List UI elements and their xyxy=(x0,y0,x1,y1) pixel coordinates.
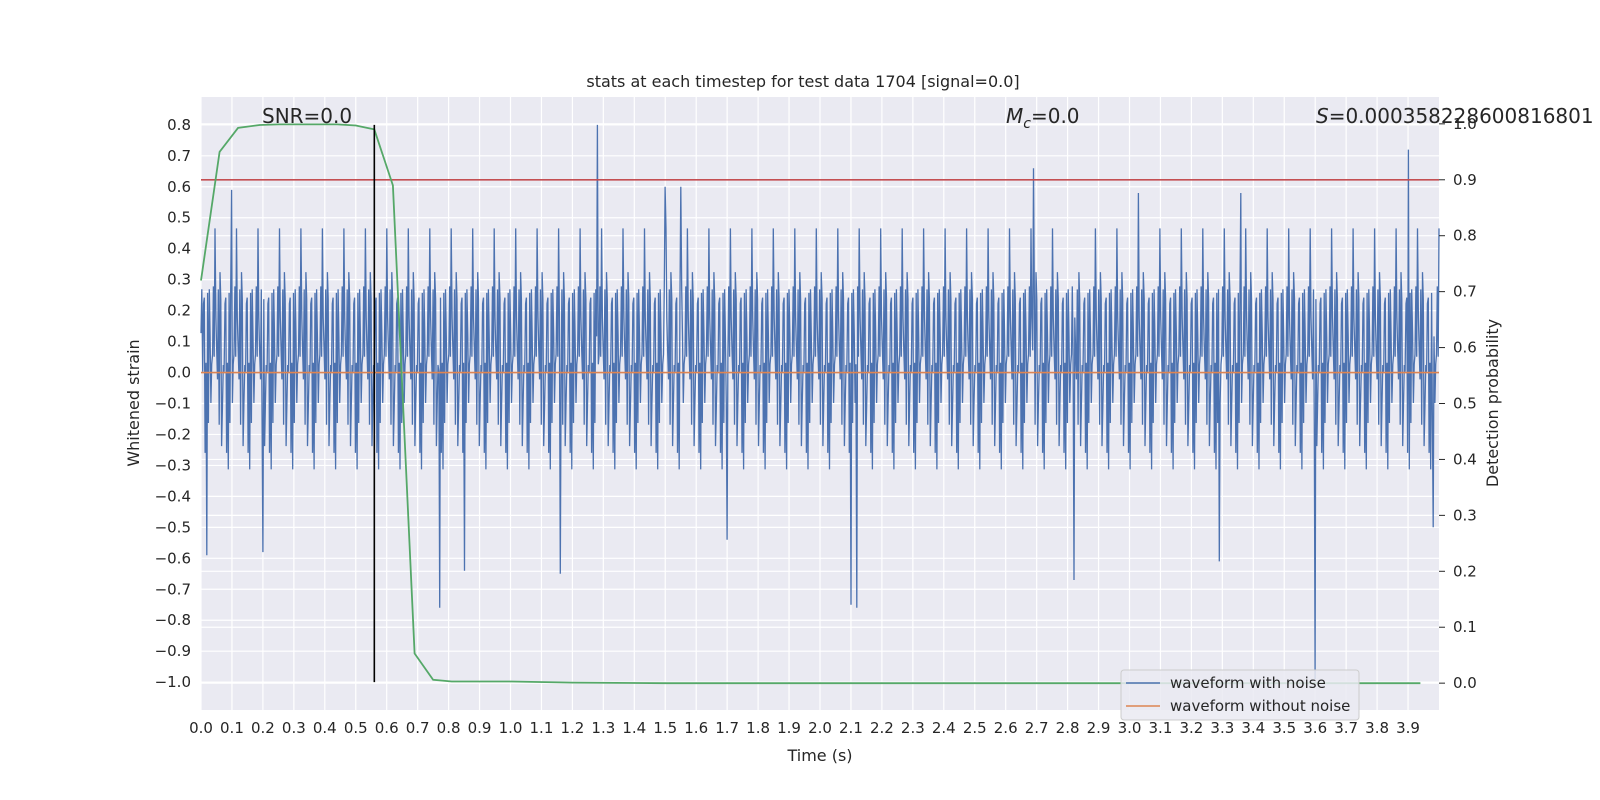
s-value: =0.000358228600816801 xyxy=(1329,104,1594,128)
y-tick-label: 0.4 xyxy=(167,240,191,258)
x-tick-label: 3.6 xyxy=(1303,719,1327,737)
y-tick-label: 0.6 xyxy=(167,178,191,196)
chirp-mass-annotation: Mc=0.0 xyxy=(1006,104,1080,132)
x-tick-label: 0.9 xyxy=(468,719,492,737)
x-tick-label: 1.3 xyxy=(591,719,615,737)
y-tick-label: −0.6 xyxy=(155,549,191,567)
x-tick-label: 1.1 xyxy=(530,719,554,737)
x-tick-label: 2.6 xyxy=(994,719,1018,737)
chirp-mass-value: =0.0 xyxy=(1031,104,1080,128)
x-tick-label: 3.3 xyxy=(1210,719,1234,737)
s-symbol: S xyxy=(1316,104,1329,128)
x-tick-label: 2.7 xyxy=(1025,719,1049,737)
x-tick-label: 0.6 xyxy=(375,719,399,737)
x-tick-label: 2.2 xyxy=(870,719,894,737)
y2-tick-label: 0.9 xyxy=(1453,171,1477,189)
y2-tick-label: 0.7 xyxy=(1453,283,1477,301)
waveform-with-noise-line xyxy=(200,124,1440,680)
y2-tick-label: 0.6 xyxy=(1453,339,1477,357)
ticks-layer: 0.0 0.1 0.2 0.3 0.4 0.5 0.6 0.7 0.8 0.9 1.0 1.1 1.2 1… xyxy=(155,115,1477,737)
y2-tick-label: 0.4 xyxy=(1453,450,1477,468)
x-tick-label: 2.1 xyxy=(839,719,863,737)
x-tick-label: 1.8 xyxy=(746,719,770,737)
y-tick-label: −0.4 xyxy=(155,487,191,505)
x-tick-label: 3.7 xyxy=(1334,719,1358,737)
x-tick-label: 1.5 xyxy=(653,719,677,737)
x-tick-label: 3.0 xyxy=(1118,719,1142,737)
y-tick-label: 0.1 xyxy=(167,333,191,351)
y-tick-label: −0.9 xyxy=(155,642,191,660)
y2-tick-label: 0.3 xyxy=(1453,506,1477,524)
y-tick-label: −0.8 xyxy=(155,611,191,629)
y-tick-label: 0.8 xyxy=(167,116,191,134)
legend-box xyxy=(1120,669,1360,721)
y-tick-label: 0.3 xyxy=(167,271,191,289)
x-tick-label: 0.0 xyxy=(189,719,213,737)
x-tick-label: 3.8 xyxy=(1365,719,1389,737)
detection-probability-line xyxy=(200,123,1421,685)
y-tick-label: −0.1 xyxy=(155,395,191,413)
legend-label-waveform-without-noise: waveform without noise xyxy=(1170,697,1350,715)
y-tick-label: 0.5 xyxy=(167,209,191,227)
snr-annotation: SNR=0.0 xyxy=(262,104,352,128)
y-tick-label: 0.7 xyxy=(167,147,191,165)
chirp-mass-subscript: c xyxy=(1023,116,1031,132)
x-tick-label: 3.5 xyxy=(1272,719,1296,737)
y-tick-label: −0.5 xyxy=(155,518,191,536)
y-tick-label: −1.0 xyxy=(155,673,191,691)
series-waveform-with-noise xyxy=(200,124,1440,680)
x-tick-label: 1.4 xyxy=(622,719,646,737)
y-tick-label: −0.2 xyxy=(155,425,191,443)
x-tick-label: 0.5 xyxy=(344,719,368,737)
x-tick-label: 1.9 xyxy=(777,719,801,737)
x-tick-label: 0.3 xyxy=(282,719,306,737)
x-tick-label: 0.7 xyxy=(406,719,430,737)
x-tick-label: 3.2 xyxy=(1179,719,1203,737)
y2-tick-label: 0.8 xyxy=(1453,227,1477,245)
y2-axis-label: Detection probability xyxy=(1483,319,1502,487)
lines-layer xyxy=(200,123,1439,685)
x-tick-label: 2.9 xyxy=(1087,719,1111,737)
x-tick-label: 2.3 xyxy=(901,719,925,737)
x-tick-label: 2.5 xyxy=(963,719,987,737)
x-axis-label: Time (s) xyxy=(786,746,852,765)
y-tick-label: −0.7 xyxy=(155,580,191,598)
y-tick-label: 0.2 xyxy=(167,302,191,320)
chirp-mass-symbol: M xyxy=(1006,104,1023,128)
legend: waveform with noise waveform without noi… xyxy=(1120,669,1360,721)
x-tick-label: 1.2 xyxy=(560,719,584,737)
y2-tick-label: 0.1 xyxy=(1453,618,1477,636)
s-annotation: S=0.000358228600816801 xyxy=(1316,104,1594,128)
y-tick-label: 0.0 xyxy=(167,364,191,382)
x-tick-label: 2.4 xyxy=(932,719,956,737)
x-tick-label: 1.6 xyxy=(684,719,708,737)
x-tick-label: 0.2 xyxy=(251,719,275,737)
y-axis-label: Whitened strain xyxy=(124,339,143,466)
x-tick-label: 3.1 xyxy=(1149,719,1173,737)
legend-label-waveform-with-noise: waveform with noise xyxy=(1170,674,1326,692)
y-tick-label: −0.3 xyxy=(155,456,191,474)
x-tick-label: 0.8 xyxy=(437,719,461,737)
x-tick-label: 3.4 xyxy=(1241,719,1265,737)
y2-tick-label: 0.2 xyxy=(1453,562,1477,580)
x-tick-label: 0.1 xyxy=(220,719,244,737)
y2-tick-label: 1.0 xyxy=(1453,115,1477,133)
x-tick-label: 1.0 xyxy=(499,719,523,737)
x-tick-label: 1.7 xyxy=(715,719,739,737)
x-tick-label: 3.9 xyxy=(1396,719,1420,737)
x-tick-label: 2.0 xyxy=(808,719,832,737)
y2-tick-label: 0.0 xyxy=(1453,674,1477,692)
y2-tick-label: 0.5 xyxy=(1453,395,1477,413)
x-tick-label: 2.8 xyxy=(1056,719,1080,737)
x-tick-label: 0.4 xyxy=(313,719,337,737)
chart-title: stats at each timestep for test data 170… xyxy=(586,72,1019,91)
